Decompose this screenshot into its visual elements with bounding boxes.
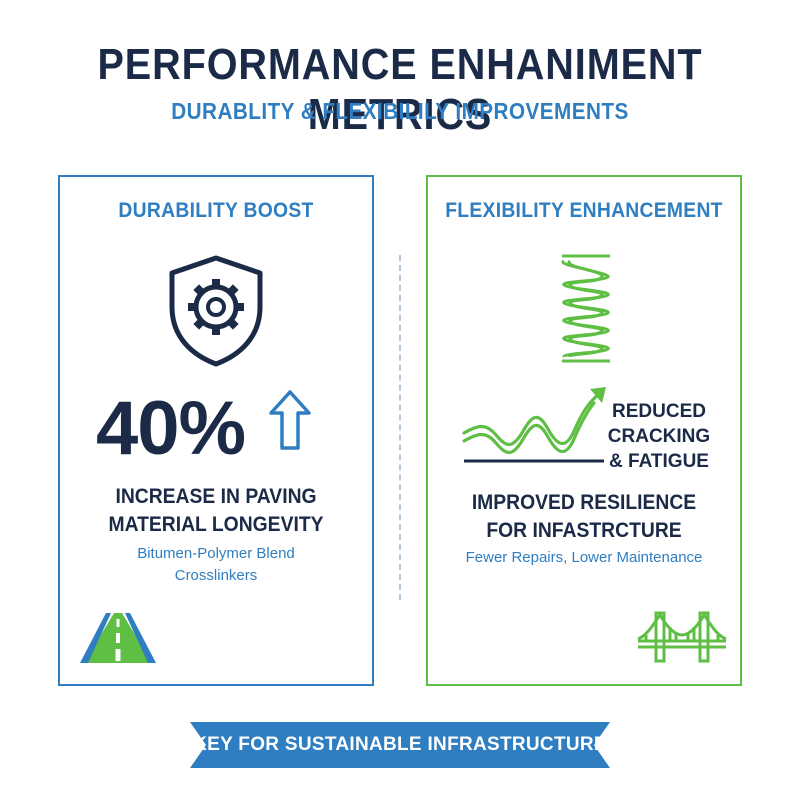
reduced-line2: CRACKING — [607, 426, 711, 447]
bridge-icon — [637, 611, 727, 663]
flexibility-claim: IMPROVED RESILIENCE FOR INFASTRCTURE — [440, 489, 727, 545]
reduced-line3: & FATIGUE — [609, 451, 709, 472]
page-subtitle: DURABLITY & FLEXIBILILY IMPROVEMENTS — [171, 98, 629, 124]
flexibility-heading: FLEXIBILITY ENHANCEMENT — [445, 199, 723, 222]
footer-banner — [190, 722, 610, 768]
road-icon — [80, 613, 156, 663]
page-title: PERFORMANCE ENHANIMENT METRICS — [97, 40, 703, 139]
reduced-line1: REDUCED — [612, 401, 706, 422]
panel-divider — [399, 255, 401, 600]
flexibility-claim-line1: IMPROVED RESILIENCE — [471, 491, 697, 514]
durability-panel: DURABILITY BOOST 40% INCREASE IN PAVING … — [58, 175, 374, 686]
flexibility-claim-line2: FOR INFASTRCTURE — [486, 519, 682, 542]
up-arrow-icon — [269, 390, 311, 450]
durability-note-line1: Bitumen-Polymer Blend — [137, 545, 295, 562]
reduced-cracking-label: REDUCED CRACKING & FATIGUE — [604, 399, 714, 474]
flexibility-panel: FLEXIBILITY ENHANCEMENT REDUCED CRACKING… — [426, 175, 742, 686]
durability-claim-line2: MATERIAL LONGEVITY — [108, 513, 324, 536]
durability-stat: 40% — [96, 386, 246, 471]
spring-icon — [561, 254, 610, 363]
shield-gear-icon — [169, 255, 263, 367]
durability-heading: DURABILITY BOOST — [118, 199, 314, 222]
durability-claim: INCREASE IN PAVING MATERIAL LONGEVITY — [72, 483, 359, 539]
flexibility-note: Fewer Repairs, Lower Maintenance — [465, 549, 703, 566]
footer-banner-text: KEY FOR SUSTAINABLE INFRASTRUCTURE — [193, 734, 607, 755]
wave-arrow-icon — [462, 387, 606, 463]
durability-note-line2: Crosslinkers — [174, 567, 258, 584]
durability-note: Bitumen-Polymer Blend Crosslinkers — [60, 543, 372, 587]
durability-claim-line1: INCREASE IN PAVING — [115, 485, 317, 508]
